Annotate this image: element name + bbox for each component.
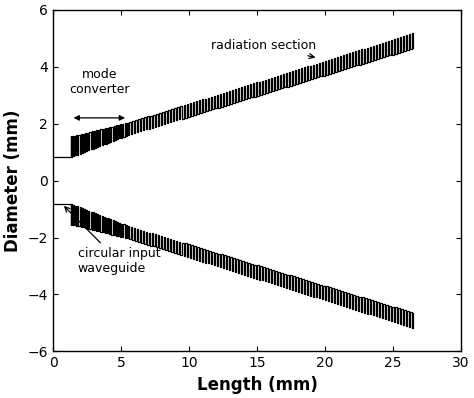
X-axis label: Length (mm): Length (mm): [197, 376, 318, 394]
Text: radiation section: radiation section: [211, 39, 317, 59]
Text: circular input
waveguide: circular input waveguide: [65, 207, 160, 275]
Text: mode
converter: mode converter: [69, 68, 129, 96]
Y-axis label: Diameter (mm): Diameter (mm): [4, 109, 22, 252]
